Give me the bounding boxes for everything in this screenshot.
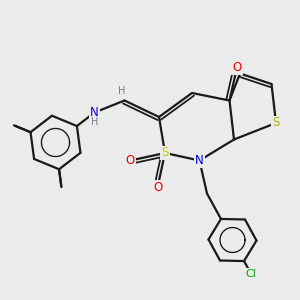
Text: H: H bbox=[118, 86, 126, 96]
Text: O: O bbox=[232, 61, 242, 74]
Text: S: S bbox=[161, 146, 169, 160]
Text: N: N bbox=[195, 154, 204, 167]
Text: O: O bbox=[126, 154, 135, 167]
Text: O: O bbox=[153, 181, 162, 194]
Text: H: H bbox=[91, 117, 98, 127]
Text: S: S bbox=[272, 116, 280, 130]
Text: Cl: Cl bbox=[246, 269, 257, 279]
Text: N: N bbox=[90, 106, 99, 119]
